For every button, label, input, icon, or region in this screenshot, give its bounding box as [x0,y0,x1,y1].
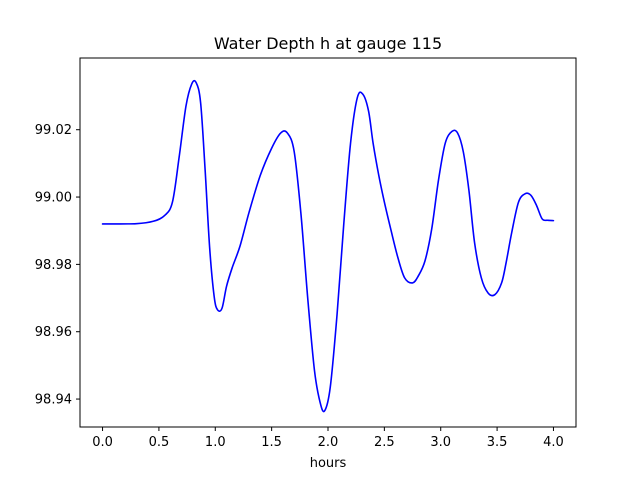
x-tick-label: 1.0 [205,435,226,450]
chart-title: Water Depth h at gauge 115 [214,34,442,53]
x-axis-label: hours [310,456,347,471]
y-tick-label: 98.94 [35,393,72,408]
y-tick-label: 99.00 [35,191,72,206]
x-tick-label: 4.0 [543,435,564,450]
x-tick-label: 0.5 [149,435,170,450]
y-tick-label: 98.98 [35,258,72,273]
x-axis-ticks: 0.0 0.5 1.0 1.5 2.0 2.5 3.0 3.5 4.0 [92,427,564,450]
y-tick-label: 99.02 [35,123,72,138]
x-tick-label: 3.5 [487,435,508,450]
y-axis-ticks: 98.94 98.96 98.98 99.00 99.02 [35,123,80,408]
x-tick-label: 2.5 [374,435,395,450]
x-tick-label: 3.0 [430,435,451,450]
x-tick-label: 0.0 [92,435,113,450]
x-tick-label: 2.0 [318,435,339,450]
series-line-0 [101,79,555,413]
y-tick-label: 98.96 [35,325,72,340]
x-tick-label: 1.5 [261,435,282,450]
plot-layer [101,79,555,413]
